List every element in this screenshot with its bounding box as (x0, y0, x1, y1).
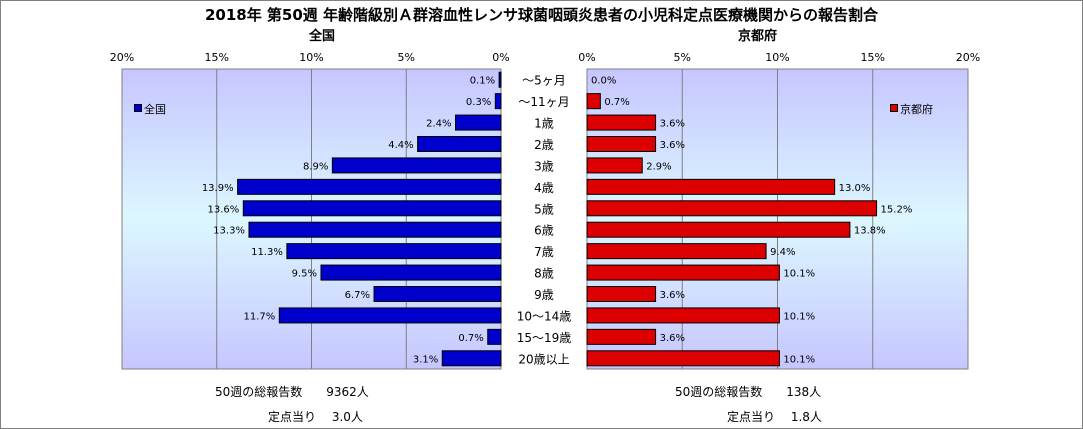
right-bar (586, 286, 657, 302)
left-bar (441, 350, 502, 367)
right-data-label: 3.6% (660, 119, 685, 130)
left-data-label: 0.1% (470, 76, 495, 87)
left-bar (242, 200, 502, 217)
right-data-label: 13.8% (854, 226, 886, 237)
right-data-label: 10.1% (783, 354, 815, 365)
left-tick-label: 20% (110, 51, 134, 64)
right-data-label: 3.6% (660, 333, 685, 344)
left-tick-label: 0% (492, 51, 509, 64)
category-label: 1歳 (534, 117, 554, 131)
right-legend: 京都府 (890, 101, 933, 117)
right-data-label: 0.7% (604, 97, 629, 108)
right-data-label: 9.4% (770, 247, 795, 258)
left-per-sentinel: 定点当り 3.0人 (268, 410, 363, 424)
left-data-label: 8.9% (303, 161, 328, 172)
left-bar (417, 136, 502, 152)
left-bar (286, 243, 502, 260)
category-label: 5歳 (534, 202, 554, 216)
right-data-label: 10.1% (783, 311, 815, 322)
right-tick-label: 15% (861, 51, 885, 64)
right-bar (586, 157, 643, 174)
left-bar (320, 264, 502, 281)
right-panel-title: 京都府 (738, 29, 778, 44)
left-bar (455, 114, 502, 131)
right-data-label: 0.0% (591, 76, 616, 87)
category-label: 3歳 (534, 159, 554, 173)
category-label: 6歳 (534, 224, 554, 238)
right-bar (586, 264, 780, 281)
right-per-sentinel: 定点当り 1.8人 (727, 410, 822, 424)
right-total-reports: 50週の総報告数 138人 (675, 385, 822, 399)
left-bar (331, 157, 502, 174)
category-label: 8歳 (534, 267, 554, 281)
right-legend-label: 京都府 (900, 103, 933, 116)
left-data-label: 11.7% (244, 311, 276, 322)
right-data-label: 2.9% (646, 161, 671, 172)
category-label: 10～14歳 (517, 309, 572, 323)
left-data-label: 13.6% (207, 204, 239, 215)
category-label: 20歳以上 (518, 352, 569, 366)
right-bar (586, 350, 780, 367)
right-bar (586, 178, 836, 195)
right-tick-label: 20% (956, 51, 980, 64)
right-bar (586, 136, 657, 152)
left-data-label: 2.4% (426, 119, 451, 130)
left-tick-label: 15% (205, 51, 229, 64)
left-data-label: 6.7% (345, 290, 370, 301)
right-bar (586, 93, 601, 110)
right-data-label: 3.6% (660, 290, 685, 301)
left-data-label: 11.3% (251, 247, 283, 258)
category-label: 4歳 (534, 181, 554, 195)
left-bar (494, 93, 502, 110)
right-data-label: 10.1% (783, 269, 815, 280)
right-bar (586, 114, 657, 131)
category-label: 9歳 (534, 288, 554, 302)
right-data-label: 13.0% (839, 183, 871, 194)
right-bar (586, 243, 767, 260)
left-data-label: 4.4% (388, 140, 413, 151)
right-tick-label: 10% (765, 51, 789, 64)
category-label: ～5ヶ月 (522, 74, 566, 88)
right-tick-label: 5% (674, 51, 691, 64)
left-data-label: 13.9% (202, 183, 234, 194)
left-tick-label: 10% (299, 51, 323, 64)
left-data-label: 13.3% (213, 226, 245, 237)
left-bar (373, 286, 502, 302)
right-bar (586, 200, 878, 217)
left-bar (237, 178, 502, 195)
category-label: 7歳 (534, 245, 554, 259)
left-data-label: 0.3% (466, 97, 491, 108)
left-panel-title: 全国 (309, 29, 336, 44)
left-bar (248, 221, 502, 238)
right-tick-label: 0% (578, 51, 595, 64)
left-tick-label: 5% (398, 51, 415, 64)
left-legend-label: 全国 (144, 103, 166, 116)
right-bar (586, 328, 657, 345)
right-legend-swatch (890, 104, 898, 112)
left-total-reports: 50週の総報告数 9362人 (215, 385, 369, 399)
left-data-label: 3.1% (413, 354, 438, 365)
right-bar (586, 307, 780, 324)
category-label: 15～19歳 (517, 331, 572, 345)
left-data-label: 0.7% (458, 333, 483, 344)
chart-title: 2018年 第50週 年齢階級別Ａ群溶血性レンサ球菌咽頭炎患者の小児科定点医療機… (204, 6, 879, 24)
left-bar (487, 328, 502, 345)
left-legend: 全国 (134, 101, 166, 117)
left-data-label: 9.5% (292, 269, 317, 280)
category-label: 2歳 (534, 138, 554, 152)
right-data-label: 3.6% (660, 140, 685, 151)
category-label: ～11ヶ月 (518, 95, 569, 109)
left-legend-swatch (134, 104, 142, 112)
right-bar (586, 221, 851, 238)
right-data-label: 15.2% (881, 204, 913, 215)
left-bar (498, 71, 502, 88)
left-bar (278, 307, 502, 324)
